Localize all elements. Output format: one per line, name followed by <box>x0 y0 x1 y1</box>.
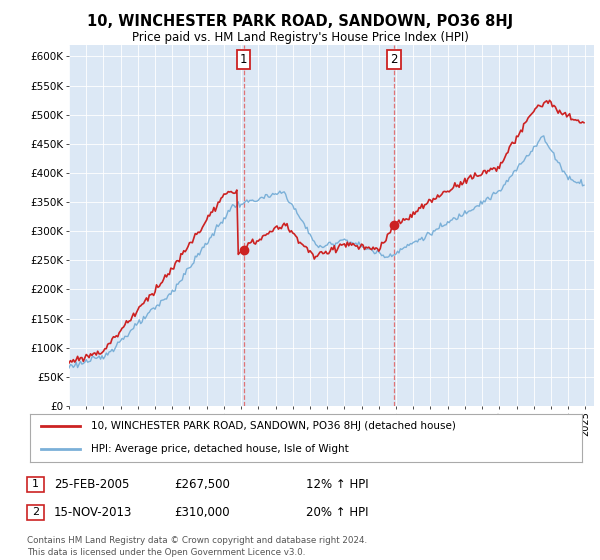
Text: 2: 2 <box>32 507 39 517</box>
Text: 1: 1 <box>240 53 247 66</box>
Text: 25-FEB-2005: 25-FEB-2005 <box>54 478 130 491</box>
Text: 12% ↑ HPI: 12% ↑ HPI <box>306 478 368 491</box>
Text: 20% ↑ HPI: 20% ↑ HPI <box>306 506 368 519</box>
Text: 10, WINCHESTER PARK ROAD, SANDOWN, PO36 8HJ: 10, WINCHESTER PARK ROAD, SANDOWN, PO36 … <box>87 14 513 29</box>
Text: £267,500: £267,500 <box>174 478 230 491</box>
Text: Contains HM Land Registry data © Crown copyright and database right 2024.
This d: Contains HM Land Registry data © Crown c… <box>27 536 367 557</box>
Text: £310,000: £310,000 <box>174 506 230 519</box>
Text: 2: 2 <box>390 53 398 66</box>
Text: Price paid vs. HM Land Registry's House Price Index (HPI): Price paid vs. HM Land Registry's House … <box>131 31 469 44</box>
Text: 1: 1 <box>32 479 39 489</box>
Text: 15-NOV-2013: 15-NOV-2013 <box>54 506 133 519</box>
Text: 10, WINCHESTER PARK ROAD, SANDOWN, PO36 8HJ (detached house): 10, WINCHESTER PARK ROAD, SANDOWN, PO36 … <box>91 421 455 431</box>
Text: HPI: Average price, detached house, Isle of Wight: HPI: Average price, detached house, Isle… <box>91 444 349 454</box>
